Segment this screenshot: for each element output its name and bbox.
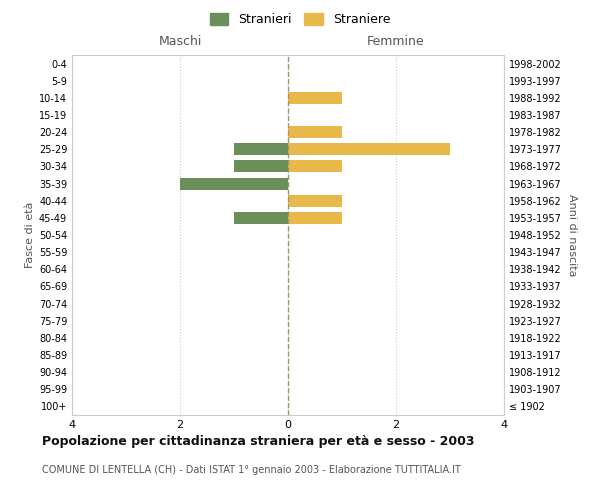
Bar bbox=[234, 212, 288, 224]
Bar bbox=[180, 178, 288, 190]
Bar bbox=[288, 160, 342, 172]
Text: Femmine: Femmine bbox=[367, 35, 425, 48]
Bar bbox=[288, 92, 342, 104]
Bar bbox=[288, 144, 450, 156]
Text: Popolazione per cittadinanza straniera per età e sesso - 2003: Popolazione per cittadinanza straniera p… bbox=[42, 435, 475, 448]
Legend: Stranieri, Straniere: Stranieri, Straniere bbox=[206, 8, 394, 30]
Text: Maschi: Maschi bbox=[158, 35, 202, 48]
Text: COMUNE DI LENTELLA (CH) - Dati ISTAT 1° gennaio 2003 - Elaborazione TUTTITALIA.I: COMUNE DI LENTELLA (CH) - Dati ISTAT 1° … bbox=[42, 465, 461, 475]
Bar bbox=[234, 144, 288, 156]
Y-axis label: Fasce di età: Fasce di età bbox=[25, 202, 35, 268]
Y-axis label: Anni di nascita: Anni di nascita bbox=[567, 194, 577, 276]
Bar bbox=[234, 160, 288, 172]
Bar bbox=[288, 194, 342, 206]
Bar bbox=[288, 212, 342, 224]
Bar bbox=[288, 126, 342, 138]
